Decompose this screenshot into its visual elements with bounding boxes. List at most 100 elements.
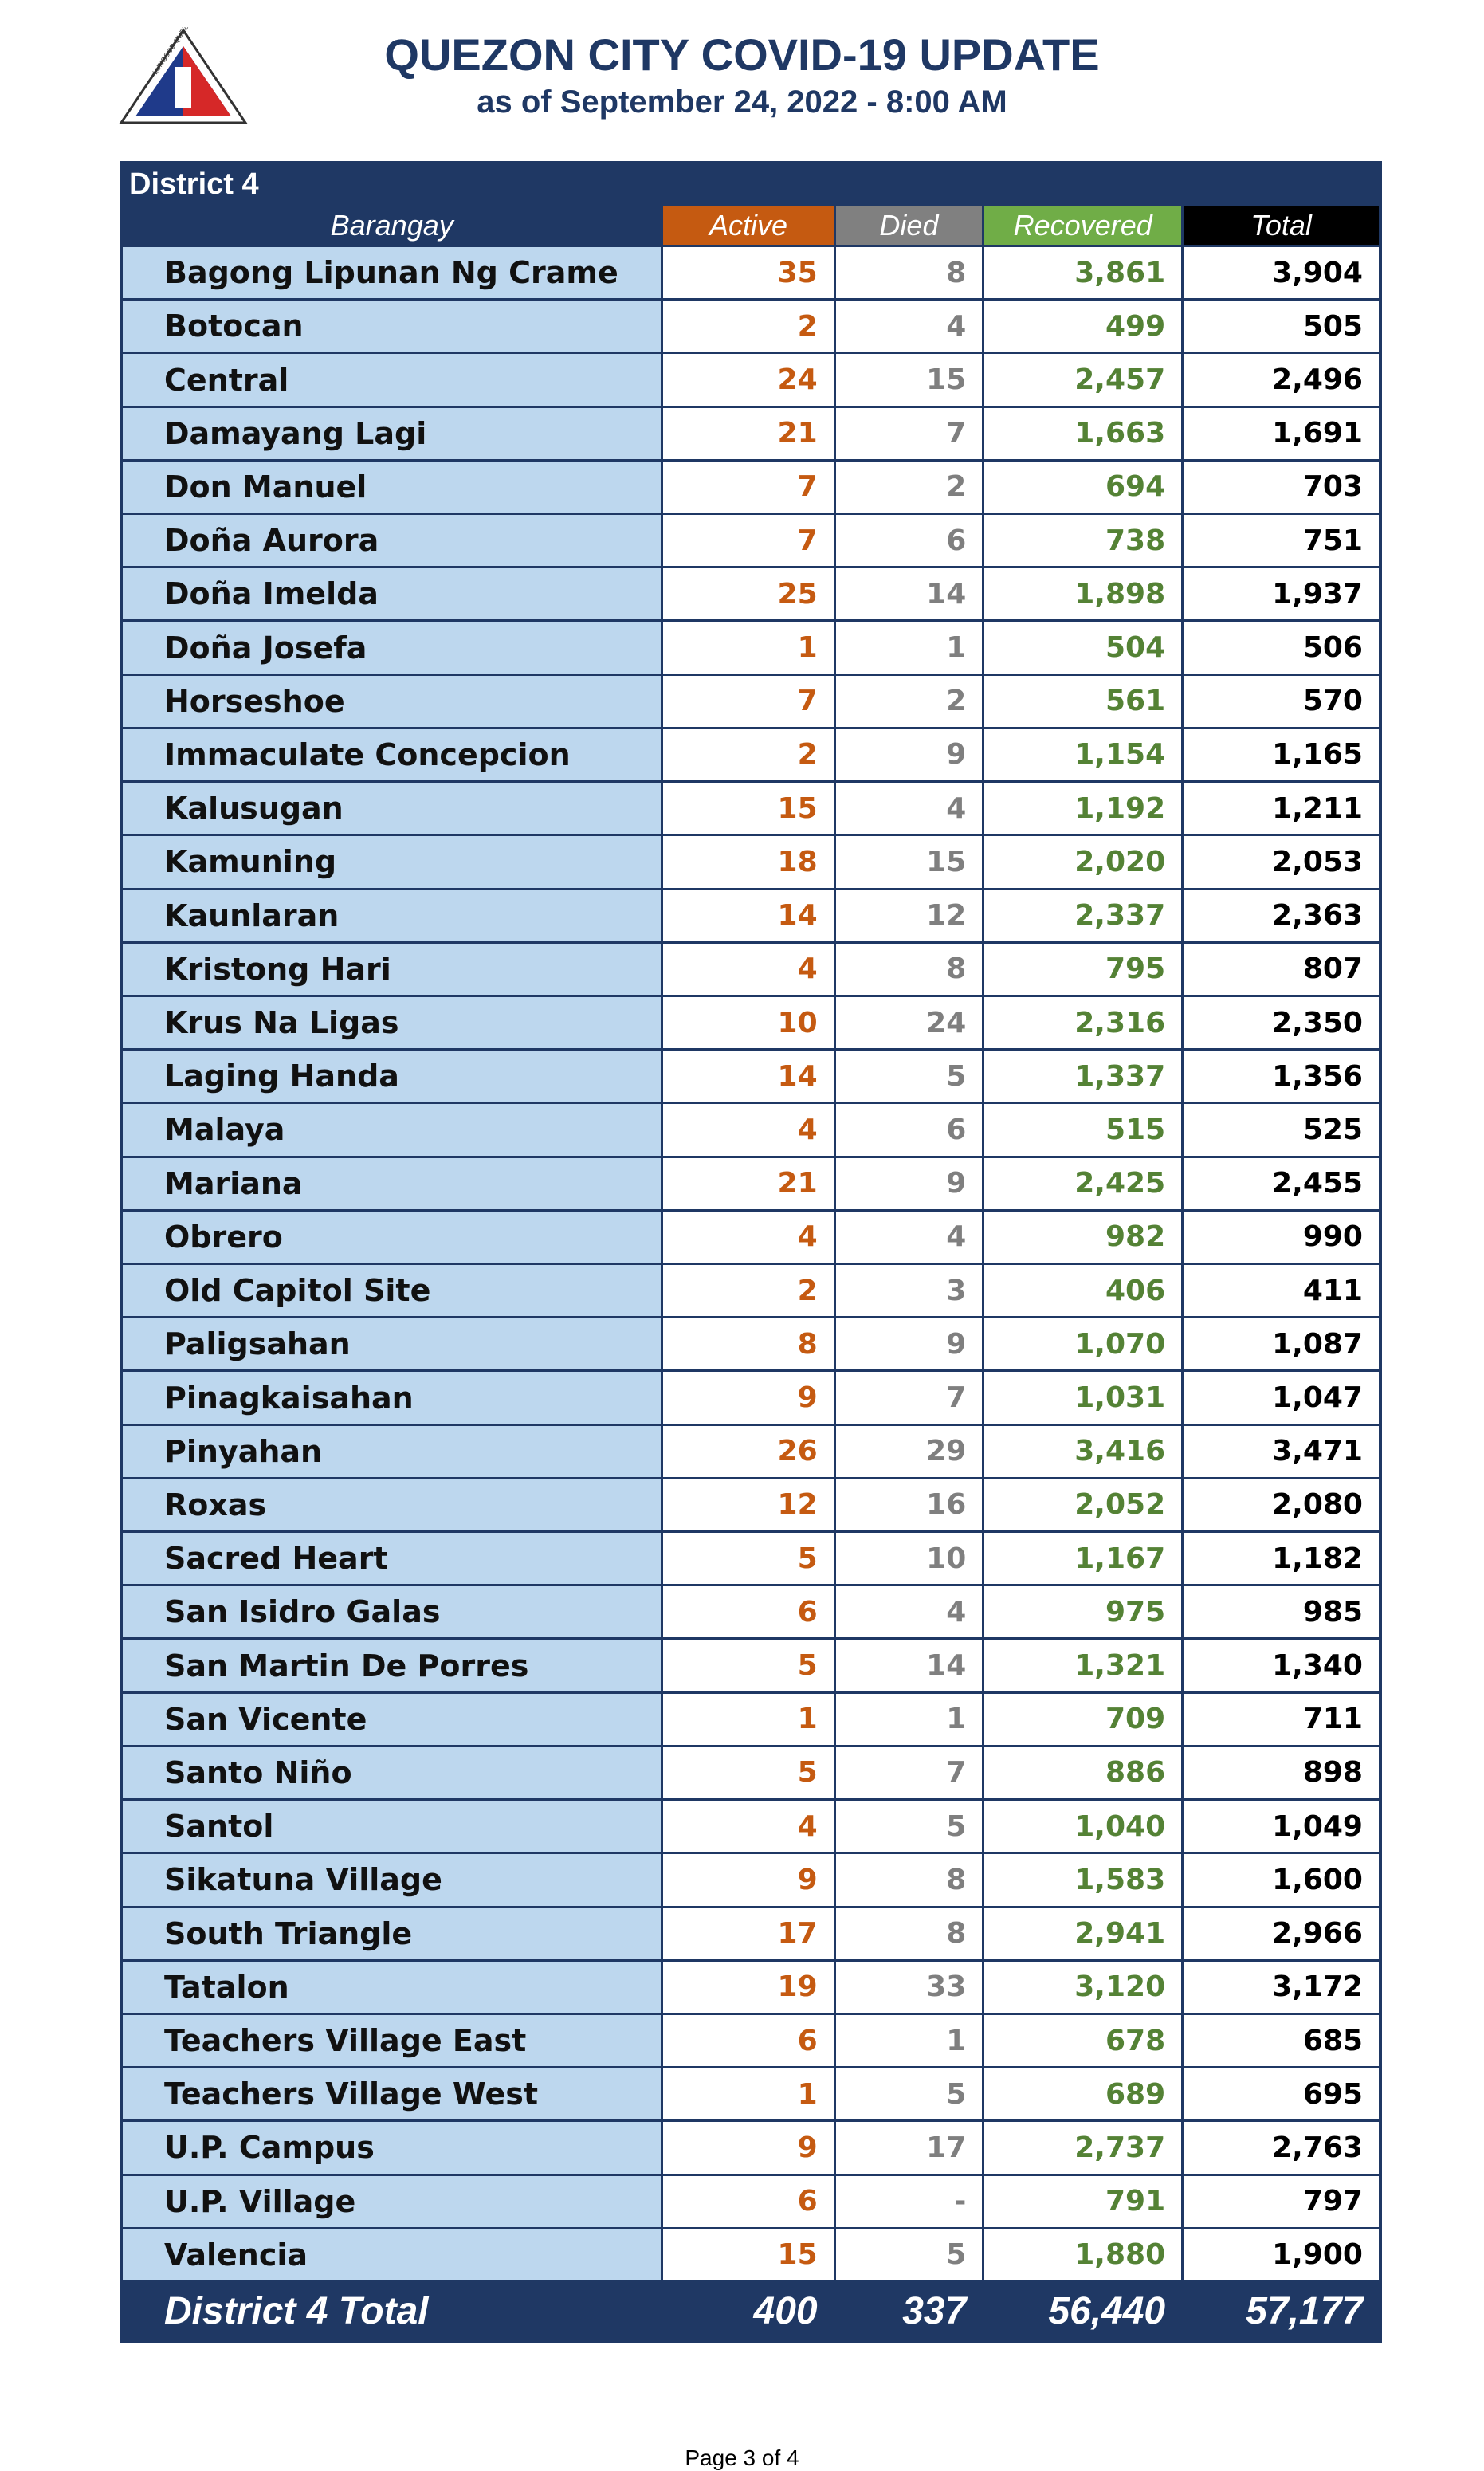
total-count: 990 <box>1184 1211 1379 1263</box>
active-count: 5 <box>663 1746 834 1799</box>
total-count: 1,047 <box>1184 1372 1379 1424</box>
total-count: 411 <box>1184 1264 1379 1317</box>
total-count: 505 <box>1184 301 1379 352</box>
died-count: 8 <box>835 1854 983 1906</box>
total-count: 1,182 <box>1184 1533 1379 1585</box>
total-count: 2,455 <box>1184 1157 1379 1209</box>
died-count: 4 <box>835 1586 983 1638</box>
total-count: 1,165 <box>1184 729 1379 781</box>
died-count: 24 <box>835 996 983 1049</box>
died-count: 12 <box>835 890 983 941</box>
district-heading: District 4 <box>123 164 1379 204</box>
total-count: 703 <box>1184 461 1379 513</box>
total-count: 2,350 <box>1184 996 1379 1049</box>
barangay-name: Tatalon <box>123 1961 662 2013</box>
active-count: 21 <box>663 1157 834 1209</box>
active-count: 26 <box>663 1425 834 1477</box>
died-count: 7 <box>835 1746 983 1799</box>
barangay-name: Doña Aurora <box>123 515 662 567</box>
active-count: 6 <box>663 2175 834 2227</box>
died-count: 4 <box>835 1211 983 1263</box>
recovered-count: 2,457 <box>984 354 1182 406</box>
died-count: 1 <box>835 622 983 674</box>
died-count: 29 <box>835 1425 983 1477</box>
total-count: 898 <box>1184 1746 1379 1799</box>
barangay-name: Botocan <box>123 301 662 352</box>
active-count: 9 <box>663 1854 834 1906</box>
active-count: 14 <box>663 890 834 941</box>
total-recovered: 56,440 <box>984 2282 1182 2340</box>
total-count: 1,600 <box>1184 1854 1379 1906</box>
total-count: 2,363 <box>1184 890 1379 941</box>
active-count: 7 <box>663 461 834 513</box>
died-count: 17 <box>835 2122 983 2174</box>
column-header: Active <box>663 206 834 245</box>
recovered-count: 1,040 <box>984 1801 1182 1852</box>
recovered-count: 795 <box>984 943 1182 995</box>
active-count: 2 <box>663 729 834 781</box>
active-count: 35 <box>663 247 834 299</box>
total-count: 695 <box>1184 2068 1379 2120</box>
total-count: 506 <box>1184 622 1379 674</box>
recovered-count: 678 <box>984 2014 1182 2067</box>
total-died: 337 <box>835 2282 983 2340</box>
recovered-count: 561 <box>984 675 1182 727</box>
barangay-name: Horseshoe <box>123 675 662 727</box>
active-count: 8 <box>663 1318 834 1370</box>
barangay-name: Damayang Lagi <box>123 407 662 459</box>
died-count: 5 <box>835 2068 983 2120</box>
total-count: 711 <box>1184 1693 1379 1745</box>
died-count: 9 <box>835 729 983 781</box>
recovered-count: 3,120 <box>984 1961 1182 2013</box>
barangay-name: Santo Niño <box>123 1746 662 1799</box>
barangay-name: U.P. Campus <box>123 2122 662 2174</box>
total-count: 2,053 <box>1184 836 1379 888</box>
barangay-name: Kaunlaran <box>123 890 662 941</box>
barangay-name: Old Capitol Site <box>123 1264 662 1317</box>
died-count: 9 <box>835 1318 983 1370</box>
total-count: 1,691 <box>1184 407 1379 459</box>
barangay-name: Roxas <box>123 1479 662 1531</box>
recovered-count: 886 <box>984 1746 1182 1799</box>
active-count: 12 <box>663 1479 834 1531</box>
active-count: 7 <box>663 515 834 567</box>
died-count: 9 <box>835 1157 983 1209</box>
active-count: 2 <box>663 301 834 352</box>
barangay-name: Valencia <box>123 2229 662 2280</box>
recovered-count: 1,154 <box>984 729 1182 781</box>
active-count: 18 <box>663 836 834 888</box>
active-count: 1 <box>663 2068 834 2120</box>
recovered-count: 689 <box>984 2068 1182 2120</box>
barangay-name: Sikatuna Village <box>123 1854 662 1906</box>
barangay-name: San Vicente <box>123 1693 662 1745</box>
total-count: 2,763 <box>1184 2122 1379 2174</box>
total-count: 1,937 <box>1184 568 1379 620</box>
barangay-name: Kristong Hari <box>123 943 662 995</box>
barangay-name: U.P. Village <box>123 2175 662 2227</box>
active-count: 21 <box>663 407 834 459</box>
total-count: 3,904 <box>1184 247 1379 299</box>
table: District 4 Barangay Active Died Recovered To… <box>120 161 1382 2343</box>
recovered-count: 2,052 <box>984 1479 1182 1531</box>
died-count: 6 <box>835 515 983 567</box>
recovered-count: 3,416 <box>984 1425 1182 1477</box>
recovered-count: 2,941 <box>984 1907 1182 1959</box>
active-count: 6 <box>663 2014 834 2067</box>
total-count: 751 <box>1184 515 1379 567</box>
barangay-name: South Triangle <box>123 1907 662 1959</box>
page-number: Page 3 of 4 <box>685 2445 799 2470</box>
active-count: 4 <box>663 1211 834 1263</box>
column-header: Barangay <box>123 206 662 245</box>
barangay-name: Laging Handa <box>123 1051 662 1102</box>
died-count: 7 <box>835 407 983 459</box>
barangay-name: Mariana <box>123 1157 662 1209</box>
barangay-name: San Martin De Porres <box>123 1640 662 1691</box>
logo-text: PILIPINAS <box>166 115 200 123</box>
total-count: 1,340 <box>1184 1640 1379 1691</box>
recovered-count: 504 <box>984 622 1182 674</box>
barangay-name: Malaya <box>123 1104 662 1156</box>
total-count: 1,049 <box>1184 1801 1379 1852</box>
total-count: 2,080 <box>1184 1479 1379 1531</box>
died-count: 6 <box>835 1104 983 1156</box>
